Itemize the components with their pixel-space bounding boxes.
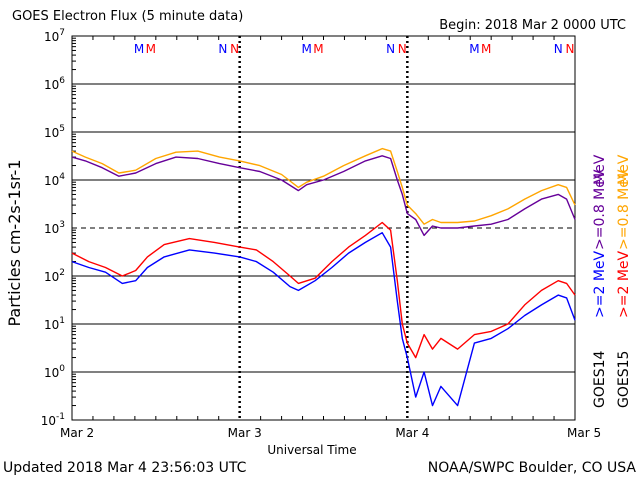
y-tick-label: 107 [44,28,65,44]
legend-energy-08mev-secondary: >=0.8 MeV [616,169,632,250]
orbit-marker: M [134,42,144,56]
legend: GOES14 GOES15>=2 MeV >=2 MeV>=0.8 MeV >=0.8… [592,154,632,408]
y-tick-base: 10 [44,270,59,284]
y-tick-base: 10 [44,366,59,380]
chart-title: GOES Electron Flux (5 minute data) [12,9,244,24]
orbit-marker: N [230,42,239,56]
x-tick-label: Mar 5 [567,426,601,440]
orbit-marker: M [481,42,491,56]
orbit-marker: M [146,42,156,56]
credit-text: NOAA/SWPC Boulder, CO USA [427,460,636,476]
y-tick-exponent: 5 [59,124,65,134]
legend-satellite-secondary: GOES15 [616,351,632,408]
y-axis-title: Particles cm-2s-1sr-1 [5,159,24,326]
y-tick-base: 10 [44,78,59,92]
legend-energy-2mev-primary: >=2 MeV [592,250,608,318]
y-tick-base: 10 [44,126,59,140]
y-tick-label: 10-1 [41,412,65,428]
y-tick-label: 103 [44,220,65,236]
orbit-marker: N [218,42,227,56]
legend-energy-2mev-secondary: >=2 MeV [616,250,632,318]
series-line [71,155,576,237]
y-tick-label: 105 [44,124,65,140]
series-line [71,147,576,225]
y-tick-exponent: 2 [59,268,65,278]
series-line [71,221,576,359]
y-tick-label: 104 [44,172,65,188]
y-tick-exponent: -1 [56,412,65,422]
orbit-marker: M [302,42,312,56]
y-tick-exponent: 1 [59,316,65,326]
orbit-marker: N [398,42,407,56]
x-axis-title: Universal Time [267,443,356,457]
orbit-marker: N [386,42,395,56]
legend-energy-08mev-primary: >=0.8 MeV [592,169,608,250]
orbit-marker: N [554,42,563,56]
y-tick-base: 10 [44,318,59,332]
y-tick-label: 106 [44,76,65,92]
y-tick-label: 100 [44,364,65,380]
orbit-marker: M [469,42,479,56]
x-tick-label: Mar 4 [395,426,429,440]
series-line [71,231,576,407]
y-tick-exponent: 3 [59,220,65,230]
y-tick-base: 10 [41,414,56,428]
y-tick-base: 10 [44,174,59,188]
begin-date: Begin: 2018 Mar 2 0000 UTC [439,18,626,33]
updated-timestamp: Updated 2018 Mar 4 23:56:03 UTC [3,460,247,476]
y-tick-base: 10 [44,30,59,44]
y-tick-label: 102 [44,268,65,284]
y-tick-exponent: 6 [59,76,65,86]
x-tick-label: Mar 2 [60,426,94,440]
orbit-marker: M [313,42,323,56]
y-tick-label: 101 [44,316,65,332]
y-tick-base: 10 [44,222,59,236]
legend-satellite-primary: GOES14 [592,350,608,408]
legend-unit-primary: MeV [592,154,608,185]
y-tick-exponent: 4 [59,172,65,182]
y-tick-exponent: 0 [59,364,65,374]
x-tick-label: Mar 3 [228,426,262,440]
legend-unit-secondary: MeV [616,154,632,185]
y-tick-exponent: 7 [59,28,65,38]
orbit-marker: N [565,42,574,56]
